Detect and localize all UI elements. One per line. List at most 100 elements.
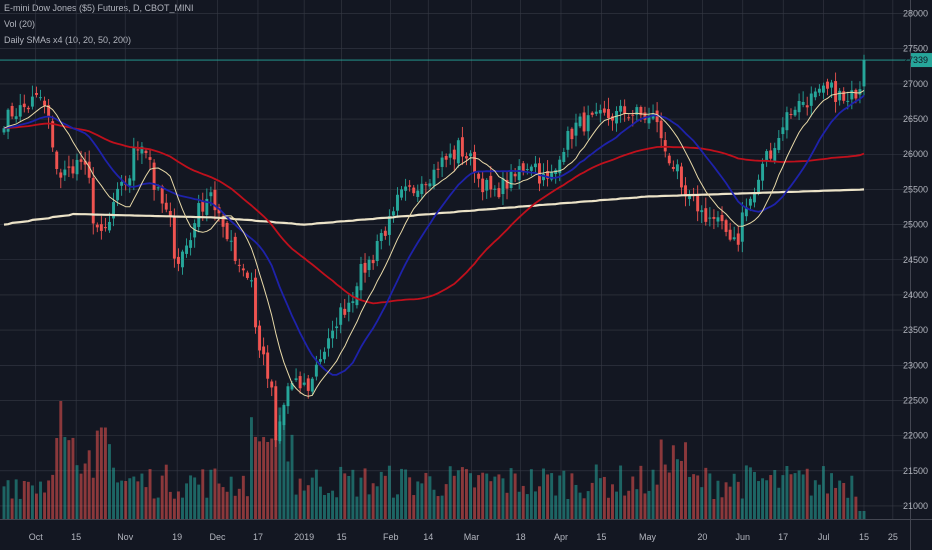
price-axis[interactable]: 21000 21500 22000 22500 23000 23500 24000 24500… (903, 9, 932, 511)
candle-body (529, 166, 533, 171)
candle-body (720, 214, 724, 222)
volume-bar (444, 484, 448, 519)
candle-body (18, 105, 22, 117)
volume-bar (850, 475, 854, 519)
volume-bar (582, 498, 586, 519)
volume-bar (659, 439, 663, 519)
candle-body (842, 91, 846, 101)
x-tick-label: Feb (383, 532, 399, 542)
volume-bar (834, 487, 838, 519)
candle-body (805, 105, 809, 108)
candle-body (383, 230, 387, 236)
volume-bar (120, 480, 124, 519)
symbol-legend: E-mini Dow Jones ($5) Futures, D, CBOT_M… (4, 3, 194, 13)
candle-body (477, 173, 481, 179)
y-tick-label: 22500 (903, 395, 928, 405)
volume-bar (842, 482, 846, 519)
candle-body (469, 153, 472, 157)
candle-body (14, 116, 18, 119)
candle-body (347, 302, 351, 312)
candle-body (606, 109, 610, 119)
candle-body (769, 150, 773, 159)
volume-bar (732, 473, 736, 519)
last-price-tag-label: 27339 (903, 55, 928, 65)
x-tick-label: 17 (253, 532, 263, 542)
last-price-tag: 27339 (903, 53, 932, 68)
candle-body (744, 207, 748, 217)
volume-bar (777, 487, 781, 519)
volume-bar (79, 473, 83, 519)
candle-body (371, 260, 375, 264)
candle-body (619, 105, 623, 112)
candle-body (278, 421, 282, 442)
volume-bar (375, 486, 379, 519)
x-tick-label: May (639, 532, 657, 542)
volume-bar (432, 489, 436, 519)
volume-bar (282, 407, 286, 519)
volume-bar (558, 475, 562, 519)
candle-body (55, 151, 59, 170)
volume-bar (302, 490, 306, 519)
volume-bar (221, 487, 225, 519)
y-tick-label: 21000 (903, 501, 928, 511)
candle-body (428, 183, 432, 187)
volume-bar (671, 445, 675, 519)
candle-body (684, 185, 687, 197)
volume-bar (805, 468, 809, 519)
volume-bar (144, 487, 148, 519)
candle-body (509, 171, 513, 189)
volume-bar (26, 481, 30, 519)
volume-bar (509, 468, 513, 519)
volume-bar (205, 497, 209, 519)
volume-bar (667, 472, 671, 519)
candle-body (71, 166, 75, 174)
volume-bar (22, 480, 26, 519)
candle-body (550, 172, 554, 180)
volume-bar (615, 491, 619, 519)
volume-bar (635, 489, 639, 519)
candle-body (813, 91, 817, 98)
candle-body (2, 128, 6, 133)
candle-body (132, 148, 136, 181)
volume-bar (152, 498, 156, 519)
candle-body (217, 207, 221, 214)
candle-body (6, 109, 10, 132)
candle-body (327, 338, 330, 349)
x-tick-label: Jun (736, 532, 751, 542)
volume-bar (10, 498, 14, 519)
candle-body (627, 117, 631, 119)
volume-bar (43, 492, 47, 519)
candle-body (168, 210, 172, 217)
x-tick-label: 15 (337, 532, 347, 542)
volume-bar (201, 469, 205, 519)
volume-bar (761, 478, 765, 519)
candle-body (838, 90, 842, 101)
volume-bar (367, 494, 371, 519)
volume-bar (542, 468, 545, 519)
candle-body (452, 149, 456, 160)
volume-bar (140, 473, 144, 519)
volume-bar (675, 459, 679, 519)
candle-body (189, 240, 193, 248)
volume-bar (400, 468, 404, 519)
volume-bar (712, 498, 716, 519)
volume-bar (209, 469, 213, 519)
candle-body (809, 93, 813, 106)
time-axis[interactable]: Oct 15 Nov 19 Dec 17 2019 15 Feb 14 Mar 18 Apr 15 May 2… (29, 532, 898, 542)
volume-bar (75, 465, 79, 519)
candle-body (704, 208, 708, 222)
candle-body (460, 137, 464, 157)
candle-body (862, 60, 866, 87)
candle-body (675, 164, 679, 172)
candle-body (39, 97, 42, 99)
candle-body (144, 150, 148, 154)
candle-body (602, 108, 606, 113)
candle-body (623, 106, 627, 114)
volume-bar (189, 475, 193, 519)
candle-body (108, 221, 111, 231)
volume-bar (647, 490, 651, 519)
candle-body (310, 378, 314, 392)
candle-body (566, 130, 570, 150)
candle-body (306, 378, 310, 391)
